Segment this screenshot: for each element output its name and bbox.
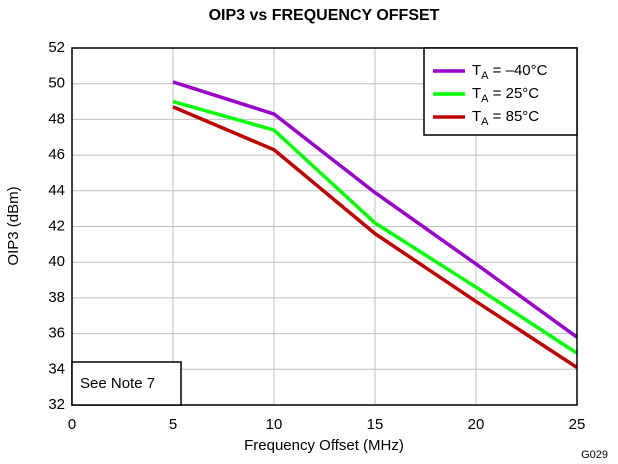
- series-line: [172, 99, 578, 355]
- y-tick-label: 36: [48, 325, 65, 342]
- y-tick-label: 40: [48, 253, 65, 270]
- x-tick-label: 5: [169, 416, 177, 433]
- series-line: [172, 80, 579, 339]
- y-tick-label: 42: [48, 217, 65, 234]
- y-axis-label: OIP3 (dBm): [5, 186, 22, 265]
- x-tick-label: 10: [266, 416, 283, 433]
- y-tick-label: 38: [48, 289, 65, 306]
- note-box: [71, 361, 182, 406]
- y-tick-label: 48: [48, 110, 65, 127]
- x-tick-label: 25: [569, 416, 586, 433]
- x-tick-label: 15: [367, 416, 384, 433]
- note-text: See Note 7: [80, 375, 155, 392]
- y-tick-label: 50: [48, 75, 65, 92]
- y-tick-label: 34: [48, 360, 65, 377]
- y-tick-label: 32: [48, 396, 65, 413]
- x-tick-label: 20: [468, 416, 485, 433]
- legend-label: TA = –40°C: [472, 62, 548, 82]
- figure-id: G029: [581, 449, 608, 461]
- y-tick-label: 44: [48, 182, 65, 199]
- plot-frame: [71, 47, 578, 406]
- legend-label: TA = 25°C: [472, 85, 539, 105]
- legend-label: TA = 85°C: [472, 108, 539, 128]
- y-tick-label: 46: [48, 146, 65, 163]
- legend-box: [423, 47, 578, 136]
- y-tick-label: 52: [48, 39, 65, 56]
- x-tick-label: 0: [68, 416, 76, 433]
- chart-title: OIP3 vs FREQUENCY OFFSET: [209, 7, 440, 24]
- series-line: [172, 105, 578, 369]
- x-axis-label: Frequency Offset (MHz): [244, 437, 404, 454]
